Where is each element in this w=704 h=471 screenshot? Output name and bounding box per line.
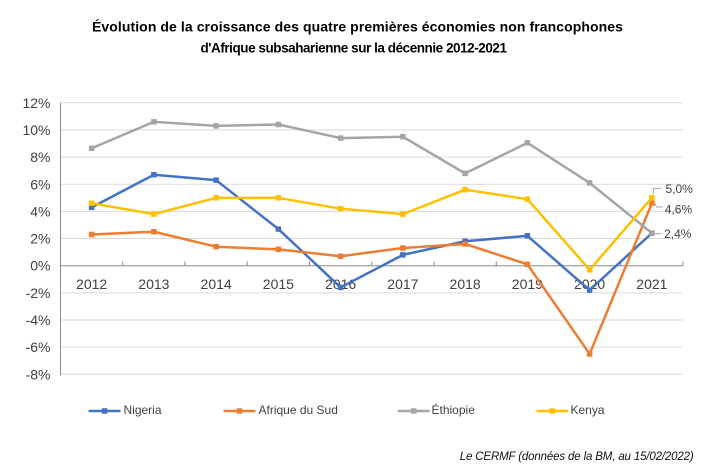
svg-text:4,6%: 4,6% (665, 203, 693, 217)
svg-text:2019: 2019 (512, 276, 543, 292)
svg-text:6%: 6% (30, 176, 50, 192)
svg-text:Le CERMF (données de la BM, au: Le CERMF (données de la BM, au 15/02/202… (460, 451, 694, 463)
svg-text:2014: 2014 (201, 276, 232, 292)
svg-text:0%: 0% (30, 258, 50, 274)
svg-text:Nigeria: Nigeria (124, 403, 162, 417)
svg-text:2012: 2012 (76, 276, 107, 292)
svg-text:Kenya: Kenya (571, 403, 605, 417)
svg-text:2,4%: 2,4% (664, 227, 692, 241)
svg-text:d'Afrique subsaharienne sur la: d'Afrique subsaharienne sur la décennie … (200, 41, 507, 56)
svg-text:2018: 2018 (450, 276, 481, 292)
svg-text:Afrique du Sud: Afrique du Sud (259, 403, 338, 417)
svg-text:2021: 2021 (636, 276, 667, 292)
svg-text:Évolution de la croissance des: Évolution de la croissance des quatre pr… (92, 19, 623, 35)
svg-text:2017: 2017 (387, 276, 418, 292)
svg-text:2020: 2020 (574, 276, 605, 292)
svg-text:8%: 8% (30, 149, 50, 165)
svg-text:-8%: -8% (26, 366, 51, 382)
svg-text:2015: 2015 (263, 276, 294, 292)
svg-text:10%: 10% (22, 122, 50, 138)
svg-text:-6%: -6% (26, 339, 51, 355)
svg-text:2%: 2% (30, 231, 50, 247)
svg-text:-2%: -2% (26, 285, 51, 301)
svg-text:5,0%: 5,0% (666, 182, 694, 196)
svg-text:4%: 4% (30, 203, 50, 219)
svg-text:12%: 12% (22, 95, 50, 111)
svg-text:Éthiopie: Éthiopie (432, 402, 476, 417)
svg-text:2013: 2013 (138, 276, 169, 292)
svg-text:-4%: -4% (26, 312, 51, 328)
